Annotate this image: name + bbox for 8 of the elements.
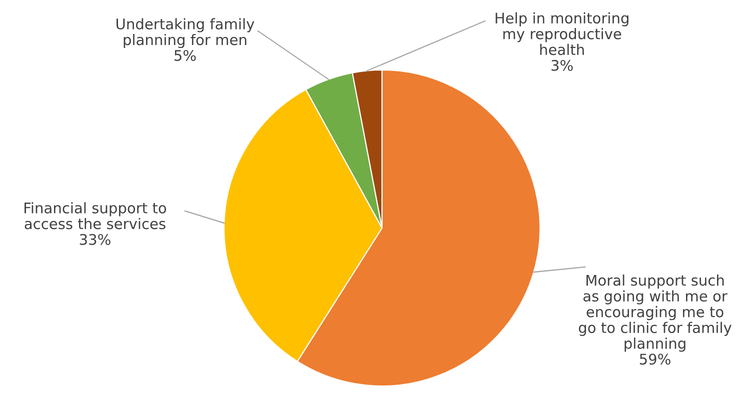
slice-label: Financial support to access the services [24, 202, 166, 230]
data-label: 5% [174, 50, 196, 62]
data-label: 3% [552, 60, 573, 71]
slice-label: Help in monitoring my reproductive health [496, 12, 628, 56]
slice-label: Undertaking family planning for men [116, 18, 254, 48]
data-label: 59% [640, 354, 670, 365]
slice-label: Moral support such as going with me or encouraging me to go to clinic for family planning [578, 274, 732, 352]
data-label: 33% [80, 234, 110, 246]
